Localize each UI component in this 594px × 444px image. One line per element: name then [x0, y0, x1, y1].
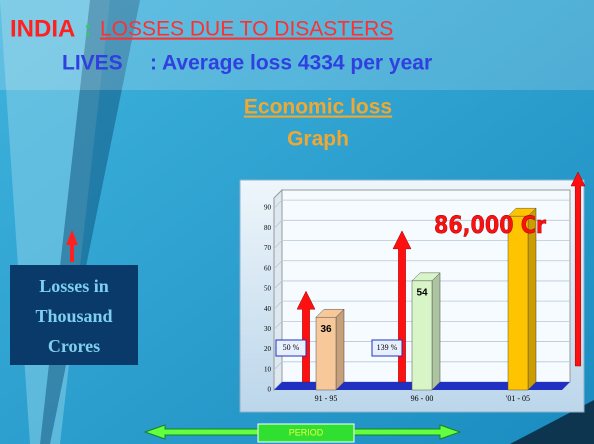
title-topic: LOSSES DUE TO DISASTERS: [100, 18, 393, 41]
y-tick-label: 60: [264, 264, 272, 272]
title-country: INDIA: [10, 15, 75, 42]
y-tick-label: 40: [264, 305, 272, 313]
x-axis-label: PERIOD: [289, 427, 324, 437]
y-tick-label: 30: [264, 325, 272, 333]
ylabel-box: [10, 265, 138, 365]
chart-title: Graph: [287, 128, 349, 151]
xlabel-box: [257, 423, 355, 443]
chart-title: Economic loss: [244, 96, 392, 119]
bar: [507, 215, 529, 391]
grid-line: [273, 199, 570, 209]
bar: [411, 280, 433, 391]
title-separator: :: [84, 16, 91, 41]
y-tick-label: 0: [268, 386, 272, 394]
value-label: 36: [320, 324, 332, 335]
grid-line: [273, 300, 570, 310]
y-axis-label: Crores: [48, 336, 100, 356]
bar-side: [431, 272, 441, 391]
grid-line: [273, 219, 570, 229]
grid-line: [273, 361, 570, 371]
bar-side: [335, 308, 345, 391]
value-label: 54: [416, 288, 428, 299]
annotation-box: [371, 339, 403, 357]
plot: 0 10 20 30 40 50 60 70 80 90 91 - 95 96 - 00 '01 - 0…: [264, 171, 586, 403]
arrow: [296, 290, 316, 383]
grid-line: [273, 320, 570, 330]
lives-text: : Average loss 4334 per year: [150, 52, 432, 75]
value-label: 86,000 Cr: [434, 211, 546, 239]
arrow: [570, 171, 586, 367]
grid-line: [273, 240, 570, 249]
grid-line: [273, 280, 570, 290]
y-axis-label: Thousand: [35, 306, 112, 326]
x-tick-label: '01 - 05: [506, 394, 530, 403]
x-tick-label: 96 - 00: [411, 394, 434, 403]
y-tick-label: 90: [264, 204, 272, 212]
annotation: 50 %: [283, 343, 300, 352]
grid-line: [273, 260, 570, 270]
y-tick-label: 20: [264, 345, 272, 353]
y-tick-label: 50: [264, 285, 272, 293]
side-wall: [273, 188, 283, 392]
x-tick-label: 91 - 95: [315, 394, 338, 403]
annotation-box: [275, 339, 307, 357]
y-axis-label: Losses in: [39, 276, 109, 296]
lives-label: LIVES: [62, 52, 123, 75]
y-tick-label: 10: [264, 365, 272, 373]
annotation: 139 %: [377, 343, 398, 352]
bar: [315, 316, 337, 391]
arrow: [392, 230, 412, 383]
y-tick-label: 80: [264, 224, 272, 232]
arrow: [66, 230, 78, 262]
y-tick-label: 70: [264, 244, 272, 252]
header-band: [0, 0, 594, 90]
